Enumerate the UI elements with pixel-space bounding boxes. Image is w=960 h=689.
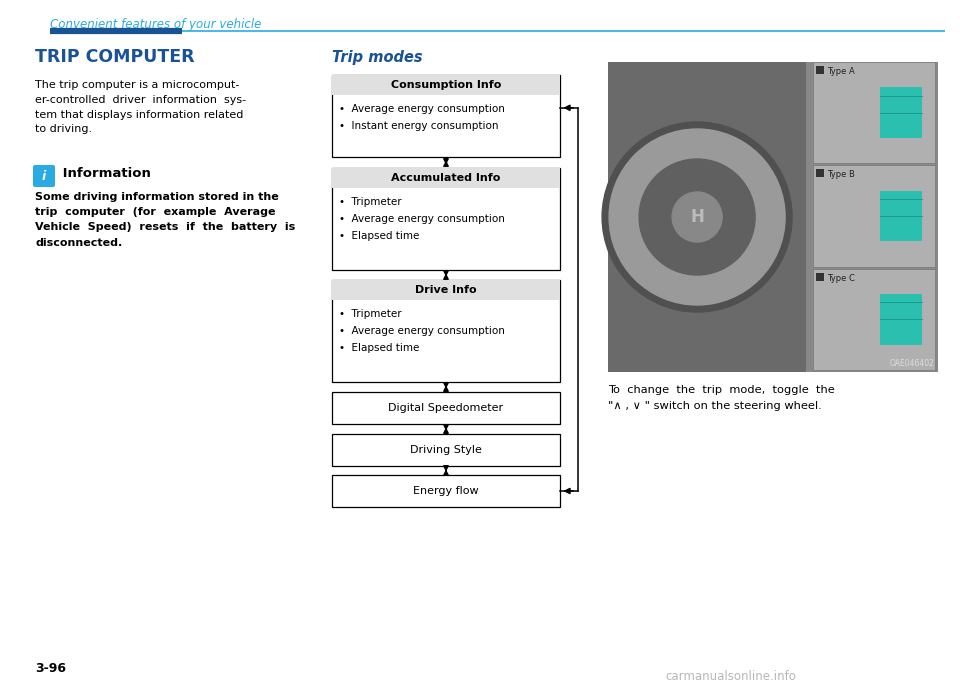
Text: Type B: Type B bbox=[827, 170, 854, 179]
Bar bbox=[816, 273, 824, 280]
Text: OAE046402: OAE046402 bbox=[889, 359, 934, 368]
Bar bbox=[812, 62, 935, 163]
Text: H: H bbox=[690, 208, 704, 226]
Bar bbox=[879, 294, 923, 344]
Bar bbox=[332, 475, 560, 507]
Text: Digital Speedometer: Digital Speedometer bbox=[389, 403, 504, 413]
Text: "∧ , ∨ " switch on the steering wheel.: "∧ , ∨ " switch on the steering wheel. bbox=[608, 401, 822, 411]
Circle shape bbox=[609, 129, 785, 305]
Text: Energy flow: Energy flow bbox=[413, 486, 479, 496]
Text: Type A: Type A bbox=[827, 67, 854, 76]
Text: carmanualsonline.info: carmanualsonline.info bbox=[665, 670, 796, 683]
Text: Accumulated Info: Accumulated Info bbox=[392, 173, 501, 183]
Text: •  Average energy consumption: • Average energy consumption bbox=[339, 104, 505, 114]
Text: •  Average energy consumption: • Average energy consumption bbox=[339, 214, 505, 224]
Bar bbox=[332, 280, 560, 382]
Bar bbox=[332, 168, 560, 188]
Text: Trip modes: Trip modes bbox=[332, 50, 422, 65]
Bar bbox=[332, 75, 560, 95]
Bar bbox=[332, 434, 560, 466]
Text: To  change  the  trip  mode,  toggle  the: To change the trip mode, toggle the bbox=[608, 385, 835, 395]
Circle shape bbox=[672, 192, 722, 242]
Text: •  Tripmeter: • Tripmeter bbox=[339, 197, 401, 207]
Bar bbox=[879, 191, 923, 241]
Circle shape bbox=[602, 122, 792, 312]
Text: •  Instant energy consumption: • Instant energy consumption bbox=[339, 121, 498, 131]
Text: Information: Information bbox=[58, 167, 151, 180]
Bar bbox=[812, 165, 935, 267]
Text: 3-96: 3-96 bbox=[35, 662, 66, 675]
Text: Drive Info: Drive Info bbox=[415, 285, 477, 295]
Bar bbox=[332, 168, 560, 270]
Bar bbox=[812, 269, 935, 370]
Text: Type C: Type C bbox=[827, 274, 854, 282]
FancyBboxPatch shape bbox=[33, 165, 55, 187]
Bar bbox=[608, 62, 806, 372]
Text: Driving Style: Driving Style bbox=[410, 445, 482, 455]
Bar bbox=[608, 62, 938, 372]
Bar bbox=[816, 169, 824, 177]
Text: •  Tripmeter: • Tripmeter bbox=[339, 309, 401, 319]
Text: The trip computer is a microcomput-
er-controlled  driver  information  sys-
tem: The trip computer is a microcomput- er-c… bbox=[35, 80, 246, 134]
Text: TRIP COMPUTER: TRIP COMPUTER bbox=[35, 48, 195, 66]
Text: Convenient features of your vehicle: Convenient features of your vehicle bbox=[50, 18, 261, 31]
Bar bbox=[879, 88, 923, 138]
Text: i: i bbox=[42, 169, 46, 183]
Text: Some driving information stored in the
trip  computer  (for  example  Average
Ve: Some driving information stored in the t… bbox=[35, 192, 296, 247]
Text: Consumption Info: Consumption Info bbox=[391, 80, 501, 90]
Text: •  Elapsed time: • Elapsed time bbox=[339, 343, 420, 353]
Text: •  Elapsed time: • Elapsed time bbox=[339, 231, 420, 241]
Text: •  Average energy consumption: • Average energy consumption bbox=[339, 326, 505, 336]
Bar bbox=[332, 392, 560, 424]
Circle shape bbox=[639, 159, 756, 275]
Bar bbox=[332, 280, 560, 300]
Bar bbox=[332, 75, 560, 157]
Bar bbox=[816, 66, 824, 74]
